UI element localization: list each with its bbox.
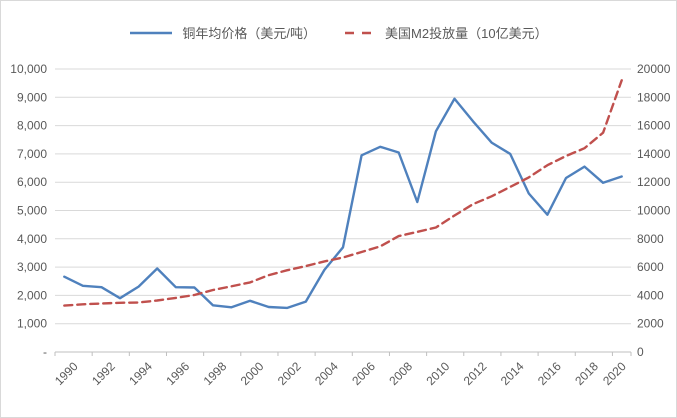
- y-axis-left-label: 7,000: [17, 147, 47, 161]
- y-axis-right-label: 0: [637, 345, 644, 359]
- y-axis-right-label: 6000: [637, 260, 664, 274]
- y-axis-right-label: 2000: [637, 317, 664, 331]
- y-axis-left-label: -: [43, 345, 47, 359]
- y-axis-left-label: 2,000: [17, 288, 47, 302]
- y-axis-left-label: 10,000: [10, 62, 47, 76]
- y-axis-left-label: 8,000: [17, 119, 47, 133]
- x-axis-label: 2012: [461, 359, 490, 388]
- x-axis-label: 2014: [498, 359, 527, 388]
- x-axis-label: 2004: [312, 359, 341, 388]
- legend-label-m2: 美国M2投放量（10亿美元）: [385, 26, 548, 41]
- x-axis-label: 2020: [600, 359, 629, 388]
- x-axis-label: 2006: [349, 359, 378, 388]
- y-axis-right-label: 12000: [637, 175, 671, 189]
- y-axis-left-label: 3,000: [17, 260, 47, 274]
- chart-legend: 铜年均价格（美元/吨） 美国M2投放量（10亿美元）: [1, 23, 676, 42]
- y-axis-right-label: 4000: [637, 288, 664, 302]
- m2-supply-line: [63, 79, 623, 307]
- x-axis-label: 1998: [201, 359, 230, 388]
- y-axis-right-label: 20000: [637, 62, 671, 76]
- x-axis-label: 2008: [386, 359, 415, 388]
- x-axis-label: 1992: [89, 359, 118, 388]
- y-axis-left-label: 6,000: [17, 175, 47, 189]
- x-axis-label: 2016: [535, 359, 564, 388]
- x-axis-label: 1996: [163, 359, 192, 388]
- x-axis-label: 2010: [424, 359, 453, 388]
- copper-solid-line-swatch: [130, 31, 173, 34]
- x-axis-label: 1994: [126, 359, 155, 388]
- legend-item-m2: 美国M2投放量（10亿美元）: [344, 23, 548, 42]
- x-axis-label: 2002: [275, 359, 304, 388]
- x-axis-label: 1990: [52, 359, 81, 388]
- y-axis-right-label: 14000: [637, 147, 671, 161]
- y-axis-right-label: 16000: [637, 119, 671, 133]
- x-axis-label: 2018: [572, 359, 601, 388]
- y-axis-left-label: 5,000: [17, 204, 47, 218]
- y-axis-right-label: 18000: [637, 90, 671, 104]
- y-axis-left-label: 1,000: [17, 317, 47, 331]
- m2-dashed-line-swatch: [345, 31, 376, 34]
- y-axis-right-label: 10000: [637, 204, 671, 218]
- y-axis-left-label: 9,000: [17, 90, 47, 104]
- legend-label-copper: 铜年均价格（美元/吨）: [182, 26, 317, 41]
- x-axis-label: 2000: [238, 359, 267, 388]
- y-axis-left-label: 4,000: [17, 232, 47, 246]
- copper-price-line: [63, 97, 623, 310]
- legend-item-copper: 铜年均价格（美元/吨）: [129, 23, 316, 42]
- y-axis-right-label: 8000: [637, 232, 664, 246]
